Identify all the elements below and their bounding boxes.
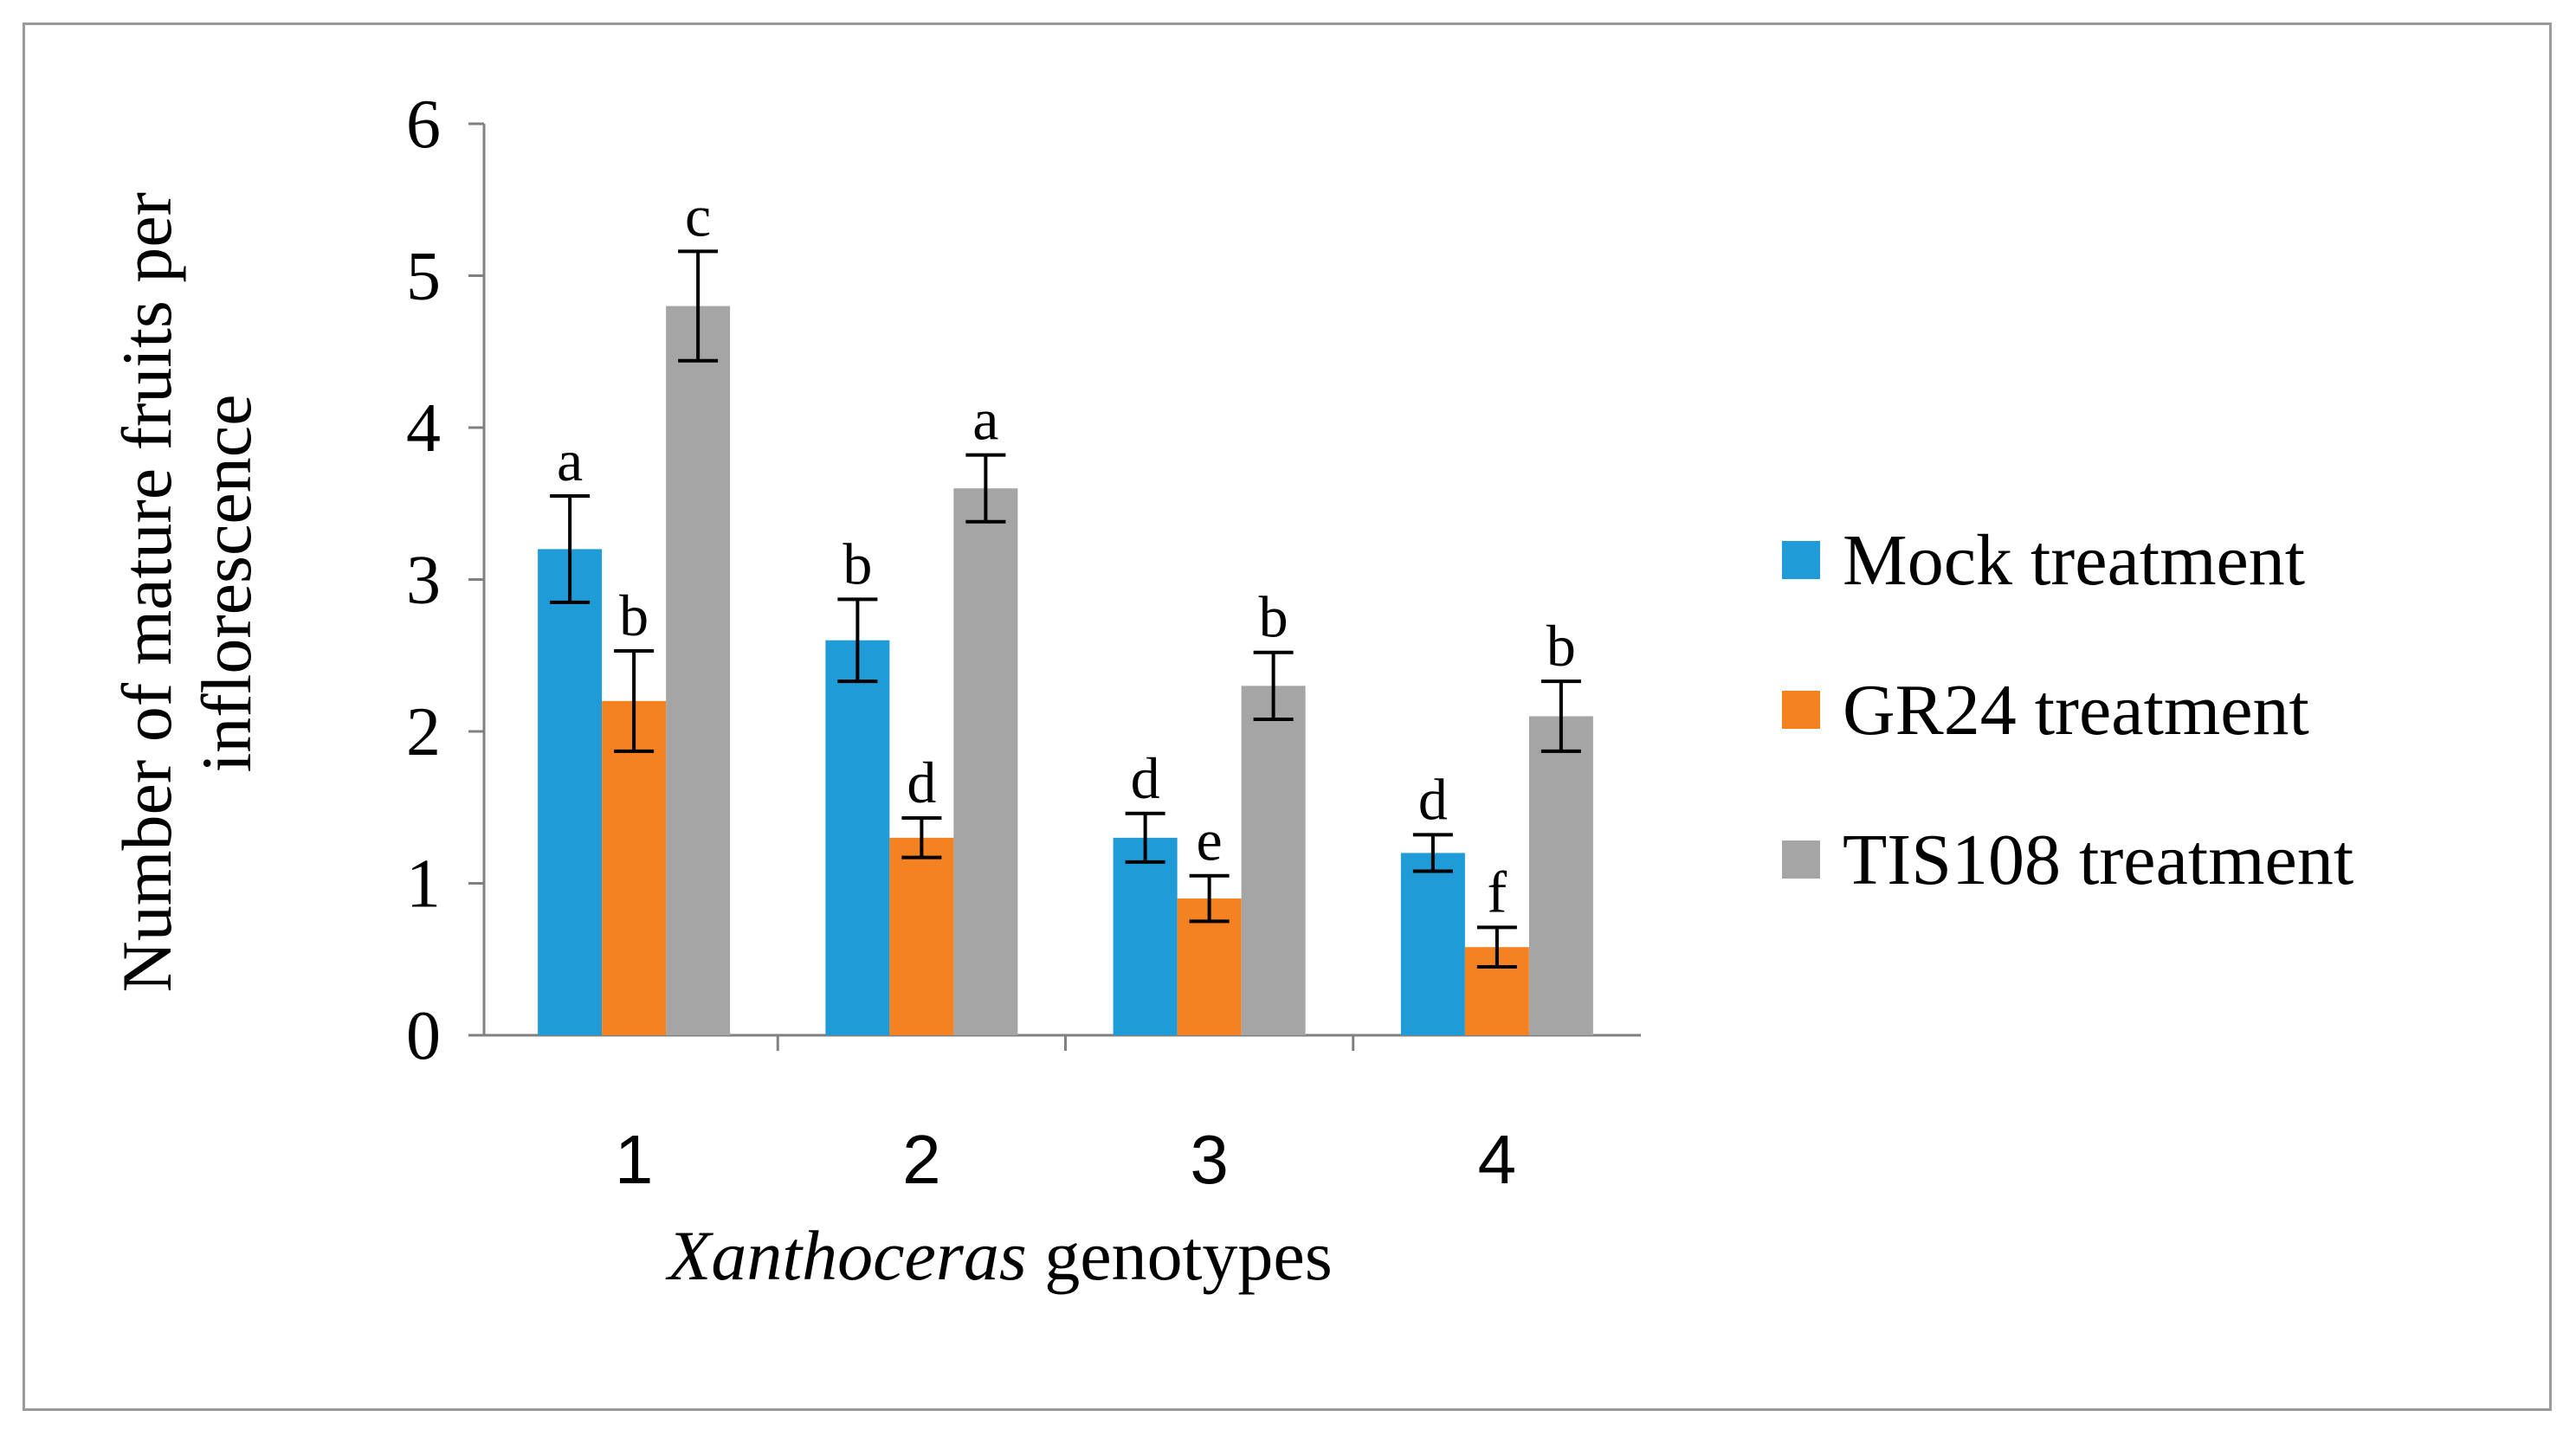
y-axis-label-line1: Number of mature fruits per bbox=[107, 192, 186, 992]
significance-letter: a bbox=[972, 387, 998, 453]
legend-swatch bbox=[1782, 541, 1820, 579]
bar bbox=[889, 837, 954, 1035]
y-tick-label: 1 bbox=[406, 847, 441, 923]
error-bars bbox=[550, 249, 1581, 969]
y-axis-label: Number of mature fruits per inflorescenc… bbox=[107, 175, 266, 993]
significance-letter: d bbox=[1418, 766, 1448, 832]
legend: Mock treatment GR24 treatment TIS108 treat… bbox=[1782, 520, 2353, 900]
bar bbox=[1528, 716, 1593, 1035]
significance-letter: b bbox=[619, 583, 649, 648]
significance-letter: c bbox=[685, 183, 711, 248]
significance-letter: b bbox=[1546, 613, 1576, 679]
y-tick-label: 3 bbox=[406, 543, 441, 619]
bar bbox=[602, 700, 667, 1035]
bar bbox=[825, 640, 890, 1035]
x-axis-label-rest: genotypes bbox=[1044, 1216, 1332, 1295]
y-tick-label: 6 bbox=[406, 87, 441, 163]
legend-swatch bbox=[1782, 691, 1820, 729]
bar bbox=[1400, 853, 1465, 1035]
significance-letter: f bbox=[1488, 859, 1508, 924]
bars bbox=[538, 306, 1593, 1036]
legend-label: Mock treatment bbox=[1843, 520, 2305, 601]
x-tick-label: 4 bbox=[1478, 1121, 1517, 1198]
legend-label: TIS108 treatment bbox=[1843, 820, 2353, 900]
x-tick-label: 3 bbox=[1190, 1121, 1229, 1198]
significance-letter: a bbox=[557, 428, 583, 493]
bar bbox=[953, 488, 1018, 1035]
x-tick-labels: 1 2 3 4 bbox=[615, 1121, 1516, 1198]
y-tick-label: 0 bbox=[406, 998, 441, 1074]
significance-letter: b bbox=[1259, 584, 1288, 650]
bar bbox=[1241, 686, 1306, 1035]
y-axis-label-line2: inflorescence bbox=[187, 394, 266, 772]
legend-swatch bbox=[1782, 840, 1820, 879]
significance-letter: d bbox=[907, 750, 936, 815]
bar bbox=[538, 549, 603, 1035]
x-axis-label-italic: Xanthoceras bbox=[665, 1216, 1026, 1295]
significance-letter: e bbox=[1197, 808, 1223, 873]
significance-letter: b bbox=[843, 531, 872, 596]
bar bbox=[1113, 837, 1178, 1035]
x-tick-label: 2 bbox=[902, 1121, 941, 1198]
y-tick-label: 4 bbox=[406, 390, 441, 467]
x-tick-label: 1 bbox=[615, 1121, 654, 1198]
significance-letter: d bbox=[1131, 745, 1160, 811]
y-tick-labels: 0 1 2 3 4 5 6 bbox=[406, 87, 441, 1074]
x-axis-label: Xanthoceras genotypes bbox=[665, 1216, 1332, 1295]
bar bbox=[666, 306, 731, 1036]
y-tick-label: 2 bbox=[406, 694, 441, 770]
y-tick-label: 5 bbox=[406, 239, 441, 315]
legend-label: GR24 treatment bbox=[1843, 670, 2309, 750]
